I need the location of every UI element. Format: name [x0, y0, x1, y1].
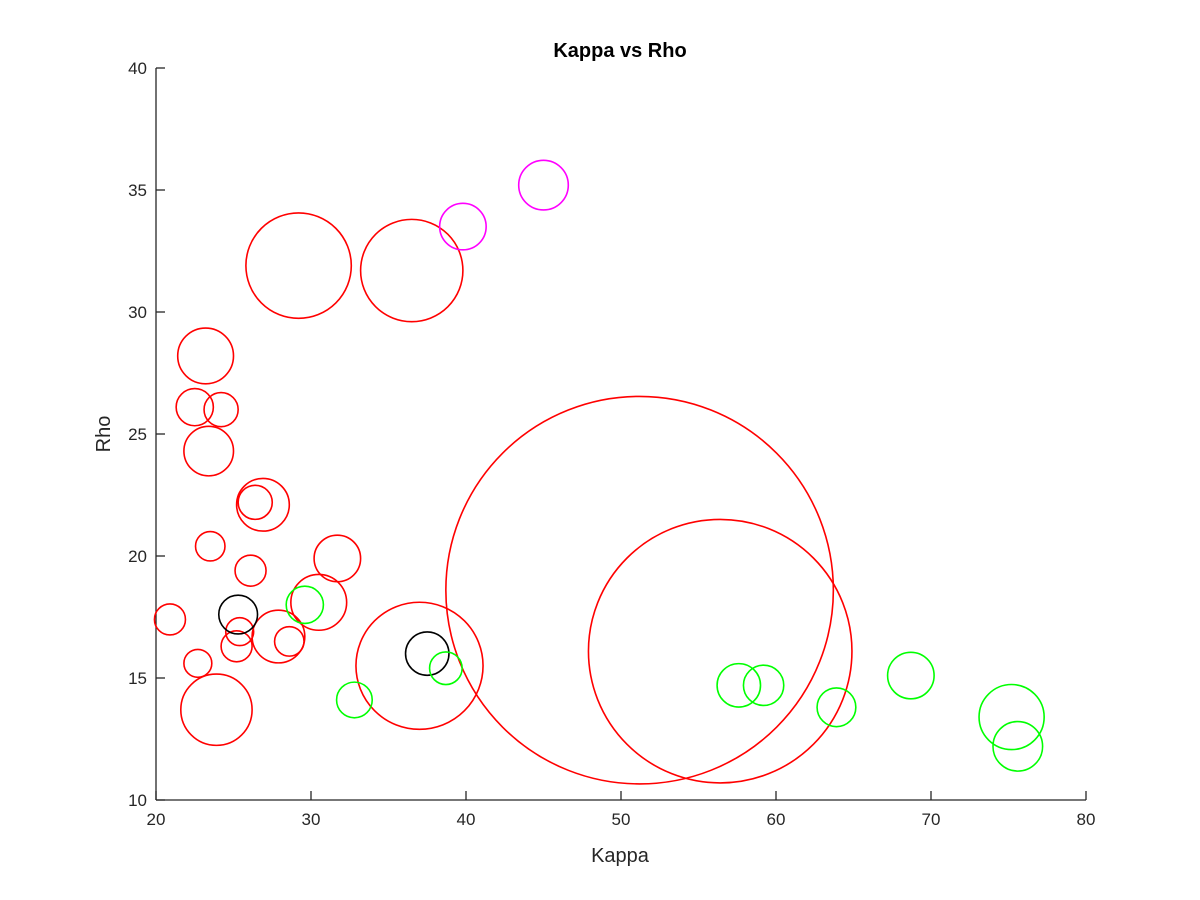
data-point-black: [217, 594, 259, 635]
x-tick-label: 70: [922, 810, 941, 829]
data-point-red: [290, 573, 348, 632]
axes: 20 30 40 50 60 70 80 10 15 20 25 30 35 40: [128, 59, 1095, 829]
data-point-green: [285, 585, 325, 625]
data-points: [153, 159, 1045, 785]
data-point-red: [176, 327, 235, 385]
y-tick-label: 20: [128, 547, 147, 566]
data-point-red: [359, 218, 464, 323]
y-axis-label: Rho: [93, 416, 115, 453]
y-tick-label: 25: [128, 425, 147, 444]
data-point-red: [179, 673, 253, 747]
data-point-red: [183, 425, 235, 477]
data-point-green: [992, 720, 1044, 772]
data-point-red: [445, 395, 835, 785]
y-tick-label: 40: [128, 59, 147, 78]
data-point-green: [816, 687, 857, 728]
data-point-red: [224, 616, 255, 647]
data-point-black: [404, 631, 450, 677]
y-tick-label: 30: [128, 303, 147, 322]
x-tick-label: 20: [147, 810, 166, 829]
data-point-green: [886, 651, 935, 700]
data-point-red: [175, 387, 215, 427]
chart-title: Kappa vs Rho: [553, 40, 686, 62]
data-point-green: [335, 681, 374, 719]
x-tick-label: 60: [767, 810, 786, 829]
y-tick-label: 15: [128, 669, 147, 688]
data-point-green: [716, 662, 762, 708]
data-point-red: [183, 648, 213, 679]
data-point-red: [194, 530, 226, 562]
y-tick-label: 35: [128, 181, 147, 200]
data-point-red: [245, 212, 353, 320]
x-tick-label: 80: [1077, 810, 1096, 829]
x-tick-label: 40: [457, 810, 476, 829]
x-tick-label: 30: [302, 810, 321, 829]
data-point-red: [235, 477, 291, 532]
x-axis-label: Kappa: [591, 845, 650, 867]
data-point-red: [251, 609, 306, 664]
data-point-red: [237, 484, 274, 521]
data-point-green: [428, 651, 463, 686]
data-point-red: [203, 391, 239, 428]
data-point-red: [153, 603, 187, 636]
data-point-magenta: [438, 202, 487, 251]
data-point-red: [273, 625, 305, 657]
data-point-green: [978, 683, 1045, 751]
data-point-red: [220, 629, 253, 663]
data-point-red: [313, 534, 362, 583]
data-point-red: [234, 554, 267, 587]
data-point-red: [355, 601, 484, 731]
data-point-magenta: [517, 159, 570, 211]
y-tick-label: 10: [128, 791, 147, 810]
x-tick-label: 50: [612, 810, 631, 829]
data-point-red: [587, 518, 853, 784]
data-point-green: [742, 664, 785, 707]
